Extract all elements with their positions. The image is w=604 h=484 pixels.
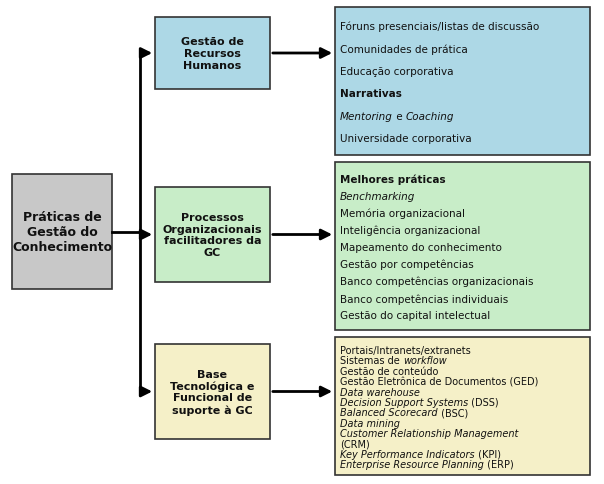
- Text: e: e: [393, 111, 406, 121]
- Bar: [155, 18, 270, 90]
- Text: Coaching: Coaching: [406, 111, 454, 121]
- Text: Gestão do capital intelectual: Gestão do capital intelectual: [340, 311, 490, 321]
- Bar: [155, 188, 270, 283]
- Text: (KPI): (KPI): [475, 449, 501, 458]
- Bar: [12, 175, 112, 289]
- Text: Fóruns presenciais/listas de discussão: Fóruns presenciais/listas de discussão: [340, 22, 539, 32]
- Text: Mapeamento do conhecimento: Mapeamento do conhecimento: [340, 242, 502, 253]
- Text: Banco competências individuais: Banco competências individuais: [340, 293, 508, 304]
- Text: (CRM): (CRM): [340, 438, 370, 448]
- Text: (ERP): (ERP): [484, 459, 513, 469]
- Text: Data mining: Data mining: [340, 418, 400, 428]
- Text: Educação corporativa: Educação corporativa: [340, 67, 454, 76]
- Text: (DSS): (DSS): [468, 397, 499, 407]
- Text: Mentoring: Mentoring: [340, 111, 393, 121]
- Text: Balanced Scorecard: Balanced Scorecard: [340, 408, 438, 417]
- Bar: [335, 337, 590, 475]
- Text: (BSC): (BSC): [438, 408, 468, 417]
- Bar: [155, 344, 270, 439]
- Text: Universidade corporativa: Universidade corporativa: [340, 134, 472, 144]
- Text: Gestão de conteúdo: Gestão de conteúdo: [340, 366, 439, 376]
- Text: Narrativas: Narrativas: [340, 89, 402, 99]
- Text: Gestão por competências: Gestão por competências: [340, 259, 474, 270]
- Text: Base
Tecnológica e
Funcional de
suporte à GC: Base Tecnológica e Funcional de suporte …: [170, 369, 255, 415]
- Text: Key Performance Indicators: Key Performance Indicators: [340, 449, 475, 458]
- Text: Enterprise Resource Planning: Enterprise Resource Planning: [340, 459, 484, 469]
- Text: Inteligência organizacional: Inteligência organizacional: [340, 225, 480, 236]
- Text: workflow: workflow: [403, 356, 446, 366]
- Text: Gestão de
Recursos
Humanos: Gestão de Recursos Humanos: [181, 37, 244, 71]
- Bar: [335, 8, 590, 156]
- Text: Benchmarking: Benchmarking: [340, 191, 416, 201]
- Text: Processos
Organizacionais
facilitadores da
GC: Processos Organizacionais facilitadores …: [162, 212, 262, 257]
- Text: Memória organizacional: Memória organizacional: [340, 208, 465, 219]
- Bar: [335, 163, 590, 330]
- Text: Práticas de
Gestão do
Conhecimento: Práticas de Gestão do Conhecimento: [12, 211, 112, 254]
- Text: Portais/Intranets/extranets: Portais/Intranets/extranets: [340, 346, 471, 355]
- Text: Gestão Eletrônica de Documentos (GED): Gestão Eletrônica de Documentos (GED): [340, 377, 538, 386]
- Text: Comunidades de prática: Comunidades de prática: [340, 44, 467, 55]
- Text: Decision Support Systems: Decision Support Systems: [340, 397, 468, 407]
- Text: Sistemas de: Sistemas de: [340, 356, 403, 366]
- Text: Melhores práticas: Melhores práticas: [340, 174, 446, 184]
- Text: Customer Relationship Management: Customer Relationship Management: [340, 428, 518, 438]
- Text: Banco competências organizacionais: Banco competências organizacionais: [340, 276, 533, 287]
- Text: Data warehouse: Data warehouse: [340, 387, 420, 397]
